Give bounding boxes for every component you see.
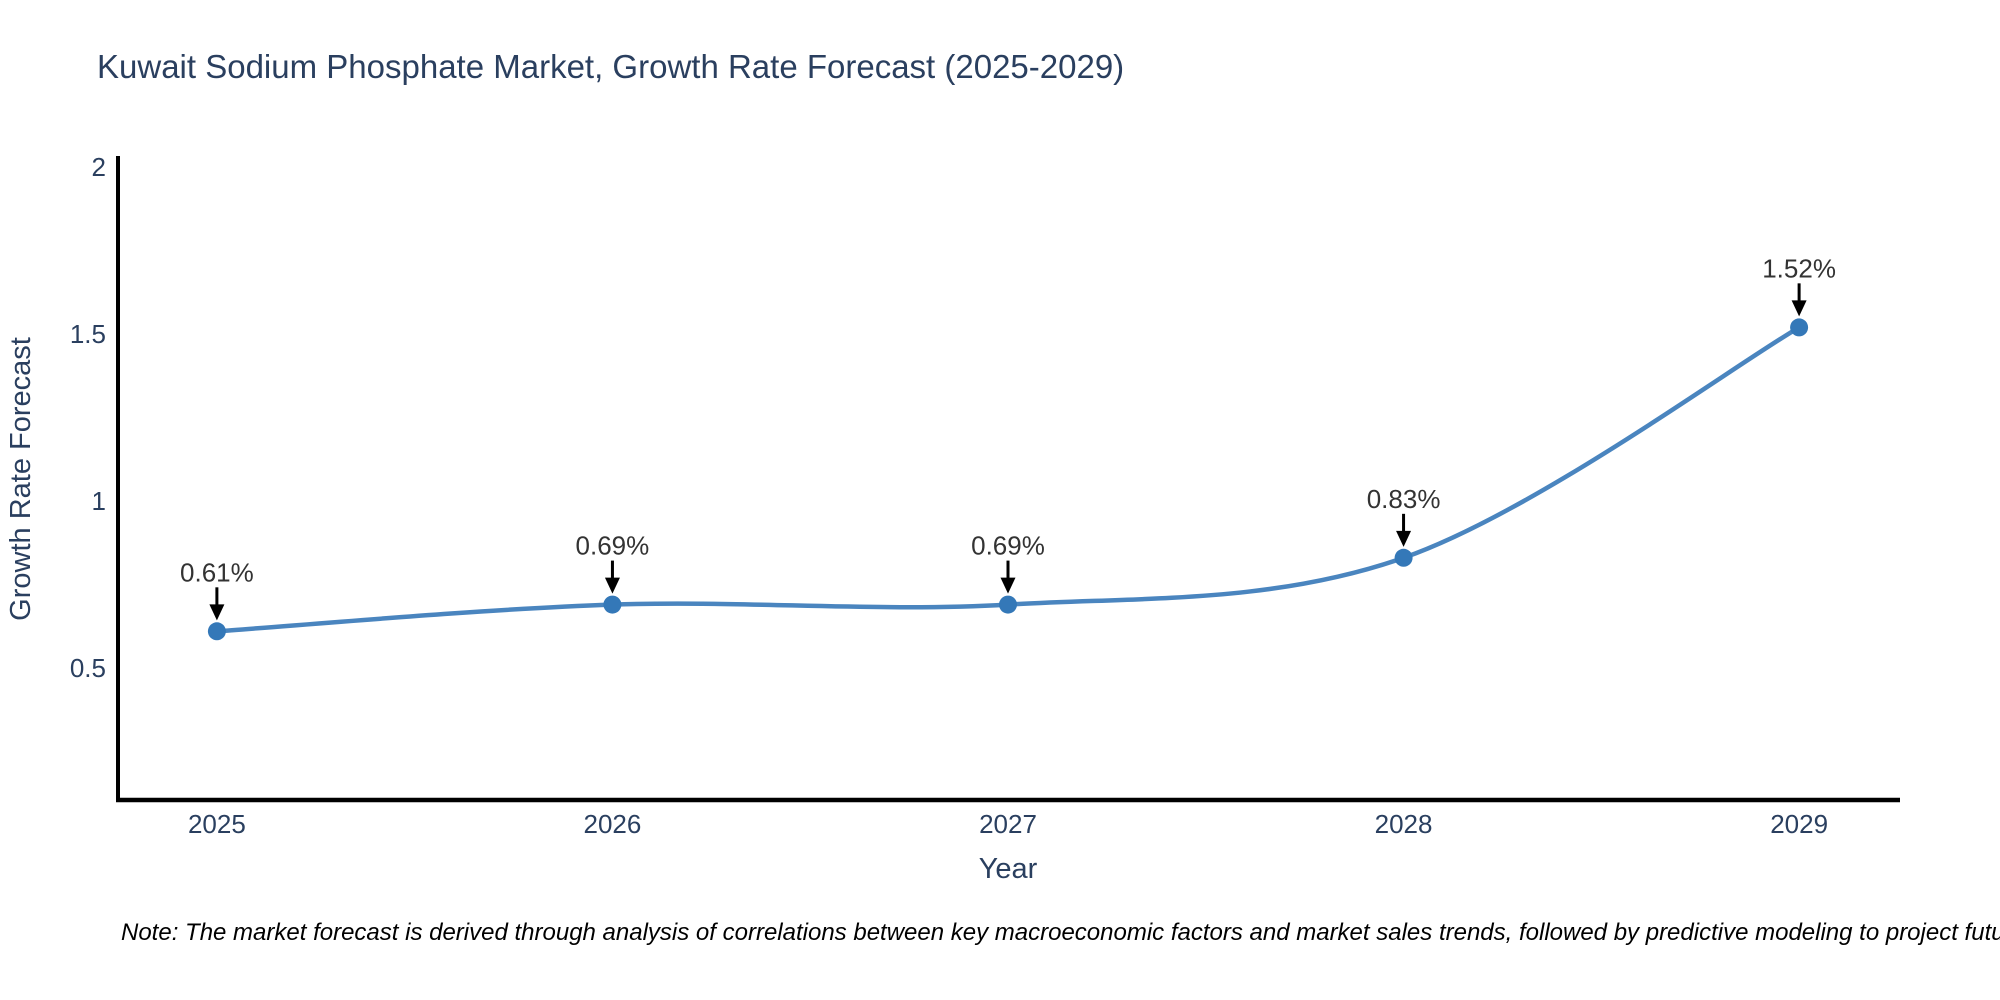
y-tick-label: 0.5 (70, 653, 106, 683)
y-tick-label: 1 (92, 486, 106, 516)
chart-title: Kuwait Sodium Phosphate Market, Growth R… (97, 48, 1124, 85)
annotation-label: 0.69% (971, 531, 1045, 561)
data-point-marker (207, 622, 226, 641)
series-layer (207, 318, 1809, 641)
y-tick-label: 2 (92, 152, 106, 182)
data-point-marker (1394, 548, 1413, 567)
annotation-arrowhead (604, 577, 620, 594)
tick-layer: 0.5 1 1.5 2 2025 2026 2027 2028 2029 (70, 152, 1828, 839)
annotation-label: 0.69% (576, 531, 650, 561)
annotation-label: 0.61% (180, 557, 254, 587)
annotation-layer: 0.61% 0.69% 0.69% 0.83% 1.52% (180, 253, 1836, 621)
x-tick-label: 2028 (1375, 809, 1433, 839)
data-point-marker (1790, 318, 1809, 337)
note-text: Note: The market forecast is derived thr… (121, 919, 2000, 946)
trend-line (214, 325, 1802, 634)
annotation-arrowhead (1396, 530, 1412, 547)
axes-layer (116, 156, 1900, 803)
x-tick-label: 2027 (979, 809, 1037, 839)
annotation-arrowhead (1791, 300, 1807, 317)
data-point-marker (603, 595, 622, 614)
annotation-label: 0.83% (1367, 484, 1441, 514)
y-tick-label: 1.5 (70, 319, 106, 349)
annotation-arrowhead (1000, 577, 1016, 594)
x-tick-label: 2029 (1770, 809, 1828, 839)
x-axis-title: Year (979, 853, 1038, 885)
y-axis-title: Growth Rate Forecast (5, 337, 37, 621)
x-tick-label: 2025 (188, 809, 246, 839)
data-point-marker (999, 595, 1017, 614)
annotation-label: 1.52% (1762, 253, 1836, 283)
annotation-arrowhead (209, 604, 225, 621)
x-tick-label: 2026 (584, 809, 642, 839)
